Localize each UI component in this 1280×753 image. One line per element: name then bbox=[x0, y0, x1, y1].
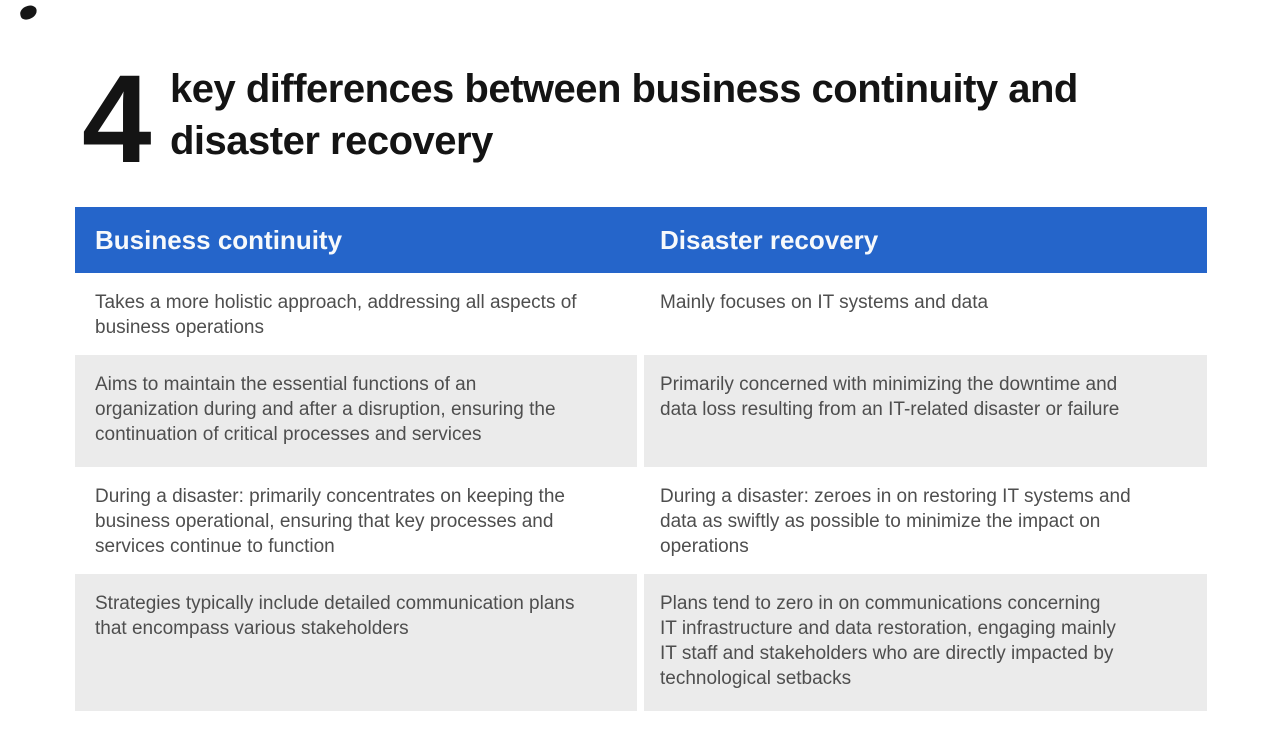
cell-business-continuity: Strategies typically include detailed co… bbox=[75, 574, 637, 711]
cell-business-continuity: During a disaster: primarily concentrate… bbox=[95, 486, 565, 557]
cell-disaster-recovery: Plans tend to zero in on communications … bbox=[644, 574, 1207, 711]
table-row: Aims to maintain the essential functions… bbox=[75, 355, 1207, 467]
title-number: 4 bbox=[82, 50, 152, 189]
cell-disaster-recovery: Primarily concerned with minimizing the … bbox=[644, 355, 1207, 467]
cell-business-continuity: Aims to maintain the essential functions… bbox=[75, 355, 637, 467]
page-title: key differences between business continu… bbox=[170, 67, 1078, 163]
column-header-disaster-recovery: Disaster recovery bbox=[660, 224, 879, 255]
table-row: During a disaster: primarily concentrate… bbox=[75, 467, 1207, 574]
cell-disaster-recovery: Mainly focuses on IT systems and data bbox=[660, 292, 989, 313]
cell-business-continuity: Takes a more holistic approach, addressi… bbox=[95, 292, 577, 338]
comparison-table: Business continuity Disaster recovery Ta… bbox=[75, 207, 1207, 711]
column-header-business-continuity: Business continuity bbox=[95, 224, 343, 255]
smudge-mark bbox=[18, 3, 39, 22]
cell-disaster-recovery: During a disaster: zeroes in on restorin… bbox=[660, 486, 1131, 557]
table-row: Strategies typically include detailed co… bbox=[75, 574, 1207, 711]
table-header-row: Business continuity Disaster recovery bbox=[75, 207, 1207, 273]
table-row: Takes a more holistic approach, addressi… bbox=[75, 273, 1207, 355]
